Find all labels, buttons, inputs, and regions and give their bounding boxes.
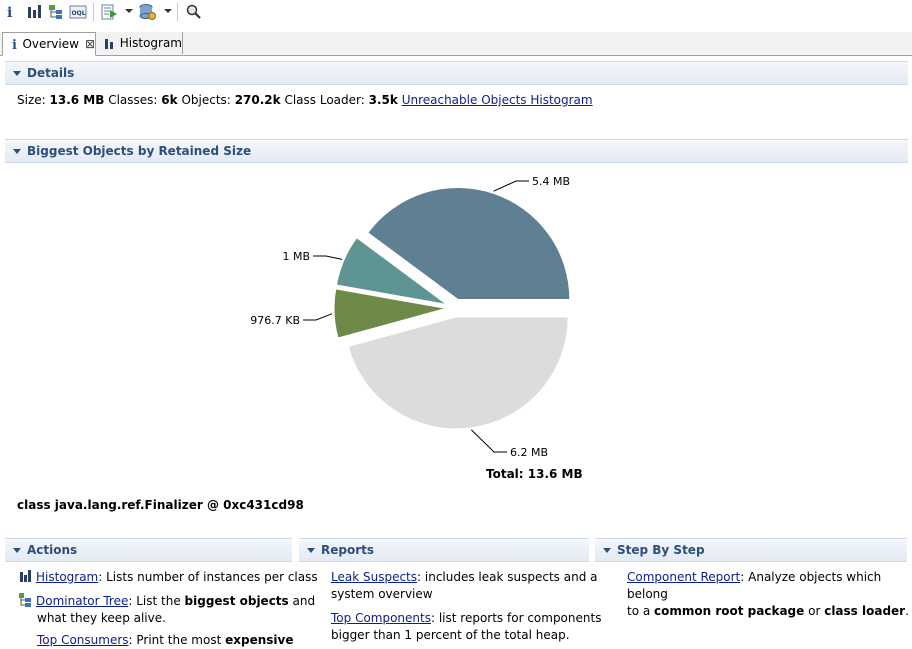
pie-leader-line <box>493 180 529 192</box>
run-report-button[interactable] <box>99 2 119 22</box>
svg-text:i: i <box>7 5 12 20</box>
report-leak-suspects: Leak Suspects: includes leak suspects an… <box>331 570 598 601</box>
info-icon: i <box>12 38 17 51</box>
details-title: Details <box>27 66 75 80</box>
step-by-step-title: Step By Step <box>617 543 705 557</box>
histogram-link[interactable]: Histogram <box>36 570 99 584</box>
dominator-tree-icon <box>19 593 31 607</box>
pie-slice-label: 976.7 KB <box>250 314 300 327</box>
svg-text:i: i <box>12 38 17 51</box>
collapse-triangle-icon[interactable] <box>13 70 21 76</box>
database-gear-icon <box>139 4 156 20</box>
heap-dump-button[interactable] <box>138 2 158 22</box>
dominator-tree-button[interactable] <box>46 2 66 22</box>
action-histogram: Histogram: Lists number of instances per… <box>19 569 318 586</box>
leak-suspects-link[interactable]: Leak Suspects <box>331 570 418 584</box>
reports-section-header[interactable]: Reports <box>299 538 589 562</box>
step-by-step-section-header[interactable]: Step By Step <box>595 538 907 562</box>
unreachable-objects-link[interactable]: Unreachable Objects Histogram <box>401 93 593 107</box>
pie-total-label: Total: 13.6 MB <box>486 467 583 481</box>
tab-histogram-label: Histogram <box>119 36 182 50</box>
dominator-tree-icon <box>49 5 62 19</box>
action-top-consumers: Top Consumers: Print the most expensive <box>37 633 294 647</box>
pie-slice[interactable] <box>335 237 448 305</box>
tab-overview[interactable]: i Overview ⊠ <box>2 32 96 56</box>
close-icon[interactable]: ⊠ <box>84 37 95 51</box>
reports-title: Reports <box>321 543 375 557</box>
objects-value: 270.2k <box>234 93 281 107</box>
pie-slice[interactable] <box>347 316 569 430</box>
step-component-report: Component Report: Analyze objects which … <box>627 570 909 618</box>
component-report-link[interactable]: Component Report <box>627 570 741 584</box>
oql-button[interactable]: OQL <box>68 2 88 22</box>
top-components-link[interactable]: Top Components <box>331 611 431 625</box>
histogram-icon <box>105 39 113 49</box>
svg-text:OQL: OQL <box>72 10 86 17</box>
run-report-icon <box>101 4 117 20</box>
run-report-dropdown[interactable] <box>125 9 133 13</box>
selected-object-label: class java.lang.ref.Finalizer @ 0xc431cd… <box>17 498 304 512</box>
dominator-tree-link[interactable]: Dominator Tree <box>36 594 129 608</box>
pie-slice-label: 1 MB <box>282 250 310 263</box>
tab-histogram[interactable]: Histogram <box>98 32 183 54</box>
collapse-triangle-icon[interactable] <box>13 148 21 154</box>
pie-leader-line <box>471 429 507 453</box>
classes-value: 6k <box>161 93 178 107</box>
details-section-header[interactable]: Details <box>5 61 908 85</box>
biggest-objects-section-header[interactable]: Biggest Objects by Retained Size <box>5 139 908 163</box>
pie-slice[interactable] <box>333 288 447 339</box>
editor-tabs: i Overview ⊠ Histogram <box>0 32 912 56</box>
info-icon: i <box>7 5 12 20</box>
biggest-objects-title: Biggest Objects by Retained Size <box>27 144 252 158</box>
pie-slice[interactable] <box>367 186 571 300</box>
pie-slice-label: 6.2 MB <box>510 446 548 459</box>
search-icon <box>186 4 201 19</box>
actions-title: Actions <box>27 543 78 557</box>
details-summary: Size: 13.6 MB Classes: 6k Objects: 270.2… <box>17 93 593 107</box>
tab-overview-label: Overview <box>22 37 79 51</box>
collapse-triangle-icon[interactable] <box>13 547 21 553</box>
search-button[interactable] <box>184 2 204 22</box>
report-top-components: Top Components: list reports for compone… <box>331 611 602 642</box>
collapse-triangle-icon[interactable] <box>603 547 611 553</box>
histogram-icon <box>20 570 31 582</box>
histogram-icon <box>28 5 41 18</box>
class-loader-value: 3.5k <box>368 93 398 107</box>
toolbar: i OQL <box>0 0 912 24</box>
pie-slice-label: 5.4 MB <box>532 175 570 188</box>
info-button[interactable]: i <box>0 2 20 22</box>
oql-icon: OQL <box>69 5 87 19</box>
action-dominator-tree: Dominator Tree: List the biggest objects… <box>19 593 315 627</box>
size-value: 13.6 MB <box>49 93 105 107</box>
pie-leader-line <box>313 255 343 260</box>
top-consumers-link[interactable]: Top Consumers <box>37 633 129 647</box>
collapse-triangle-icon[interactable] <box>307 547 315 553</box>
histogram-button[interactable] <box>24 2 44 22</box>
heap-dump-dropdown[interactable] <box>164 9 172 13</box>
actions-section-header[interactable]: Actions <box>5 538 292 562</box>
pie-leader-line <box>303 313 333 321</box>
